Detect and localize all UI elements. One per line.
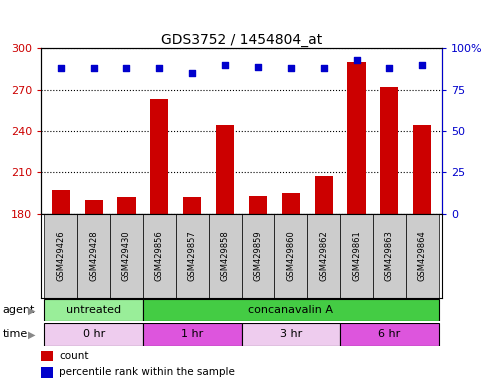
Text: time: time (2, 329, 28, 339)
Bar (176, 214, 209, 298)
Text: GSM429857: GSM429857 (188, 230, 197, 281)
Text: untreated: untreated (66, 305, 121, 315)
Point (320, 65, 327, 71)
Point (188, 70, 196, 76)
Text: ▶: ▶ (28, 329, 35, 339)
Bar (216, 126, 234, 214)
Bar (314, 176, 333, 214)
Bar (380, 87, 398, 214)
Point (57, 65, 65, 71)
Point (90, 65, 98, 71)
Text: GSM429859: GSM429859 (254, 230, 262, 281)
Point (353, 57, 360, 63)
Text: count: count (59, 351, 88, 361)
Text: GSM429858: GSM429858 (221, 230, 229, 281)
Text: 3 hr: 3 hr (280, 329, 302, 339)
Text: GSM429863: GSM429863 (385, 230, 394, 281)
Bar (143, 299, 439, 321)
Point (287, 65, 295, 71)
Text: GSM429856: GSM429856 (155, 230, 164, 281)
Bar (209, 214, 242, 298)
Point (418, 62, 426, 68)
Bar (183, 197, 201, 214)
Point (254, 63, 262, 70)
Text: GSM429862: GSM429862 (319, 230, 328, 281)
Text: GSM429430: GSM429430 (122, 230, 131, 281)
Bar (340, 214, 373, 298)
Bar (347, 62, 366, 214)
Bar (242, 323, 340, 346)
Bar (242, 214, 274, 298)
Bar (274, 214, 307, 298)
Bar (41, 351, 53, 361)
Bar (282, 193, 300, 214)
Bar (143, 323, 242, 346)
Bar (340, 323, 439, 346)
Text: 6 hr: 6 hr (378, 329, 400, 339)
Point (385, 65, 393, 71)
Bar (52, 190, 70, 214)
Point (221, 62, 229, 68)
Bar (373, 214, 406, 298)
Text: 1 hr: 1 hr (181, 329, 203, 339)
Bar (249, 195, 267, 214)
Point (156, 65, 163, 71)
Bar (117, 197, 136, 214)
Bar (143, 214, 176, 298)
Title: GDS3752 / 1454804_at: GDS3752 / 1454804_at (161, 33, 322, 47)
Bar (307, 214, 340, 298)
Text: agent: agent (2, 305, 35, 315)
Text: GSM429861: GSM429861 (352, 230, 361, 281)
Text: GSM429860: GSM429860 (286, 230, 295, 281)
Bar (44, 214, 77, 298)
Text: 0 hr: 0 hr (83, 329, 105, 339)
Bar (110, 214, 143, 298)
Bar (406, 214, 439, 298)
Text: GSM429864: GSM429864 (418, 230, 426, 281)
Text: GSM429426: GSM429426 (57, 230, 65, 281)
Bar (150, 99, 169, 214)
Bar (85, 200, 103, 214)
Bar (77, 214, 110, 298)
Bar (44, 299, 143, 321)
Text: concanavalin A: concanavalin A (248, 305, 333, 315)
Bar (413, 126, 431, 214)
Bar (44, 323, 143, 346)
Text: percentile rank within the sample: percentile rank within the sample (59, 367, 235, 377)
Bar (41, 367, 53, 377)
Text: ▶: ▶ (28, 305, 35, 315)
Point (123, 65, 130, 71)
Text: GSM429428: GSM429428 (89, 230, 98, 281)
